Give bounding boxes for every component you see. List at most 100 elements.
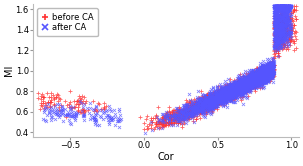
Point bbox=[51, 111, 56, 113]
Point bbox=[248, 78, 252, 81]
Point bbox=[276, 22, 281, 25]
Point bbox=[225, 101, 230, 104]
Point bbox=[248, 79, 253, 82]
Point bbox=[221, 91, 226, 93]
Point bbox=[185, 113, 190, 116]
Point bbox=[266, 68, 271, 71]
Point bbox=[247, 77, 252, 79]
Point bbox=[279, 23, 284, 25]
Point bbox=[221, 94, 226, 96]
Point bbox=[276, 15, 281, 18]
Point bbox=[242, 85, 247, 88]
Point bbox=[215, 97, 219, 99]
Point bbox=[255, 75, 260, 78]
Point bbox=[257, 80, 261, 83]
Point bbox=[164, 122, 168, 124]
Point bbox=[288, 5, 293, 7]
Point bbox=[210, 102, 215, 105]
Point bbox=[191, 111, 195, 113]
Point bbox=[229, 87, 234, 90]
Point bbox=[249, 79, 254, 81]
Point bbox=[197, 104, 202, 107]
Point bbox=[194, 106, 199, 109]
Point bbox=[240, 79, 245, 82]
Point bbox=[75, 105, 80, 108]
Point bbox=[174, 120, 179, 122]
Point bbox=[203, 108, 208, 111]
Point bbox=[185, 106, 189, 109]
Point bbox=[210, 97, 215, 100]
Point bbox=[228, 95, 233, 98]
Point bbox=[257, 73, 261, 76]
Point bbox=[219, 96, 224, 98]
Point bbox=[210, 95, 215, 98]
Point bbox=[243, 79, 248, 81]
Point bbox=[228, 84, 232, 86]
Point bbox=[272, 39, 277, 41]
Point bbox=[184, 113, 188, 116]
Point bbox=[252, 77, 257, 80]
Point bbox=[189, 107, 194, 110]
Point bbox=[216, 100, 221, 103]
Point bbox=[207, 96, 212, 99]
Point bbox=[255, 80, 259, 83]
Point bbox=[268, 78, 273, 81]
Point bbox=[224, 92, 228, 95]
Point bbox=[200, 99, 205, 102]
Point bbox=[285, 46, 290, 48]
Point bbox=[270, 65, 275, 68]
Point bbox=[266, 62, 271, 65]
Point bbox=[234, 87, 239, 90]
Point bbox=[60, 108, 65, 111]
Point bbox=[205, 101, 209, 104]
Point bbox=[163, 116, 168, 119]
Point bbox=[293, 17, 298, 20]
Point bbox=[260, 62, 265, 65]
Point bbox=[263, 73, 268, 76]
Point bbox=[270, 64, 275, 66]
Point bbox=[276, 35, 281, 38]
Point bbox=[212, 95, 217, 98]
Point bbox=[257, 80, 262, 82]
Point bbox=[256, 76, 261, 79]
Point bbox=[238, 84, 242, 86]
Point bbox=[180, 112, 185, 115]
Point bbox=[251, 74, 256, 77]
Point bbox=[265, 67, 270, 70]
Point bbox=[249, 79, 254, 82]
Point bbox=[286, 42, 291, 45]
Point bbox=[274, 41, 278, 43]
Point bbox=[170, 114, 175, 117]
Point bbox=[244, 80, 249, 83]
Point bbox=[284, 24, 289, 27]
Point bbox=[250, 81, 255, 83]
Point bbox=[212, 98, 217, 100]
Point bbox=[270, 68, 275, 71]
Point bbox=[163, 116, 168, 118]
Point bbox=[270, 69, 275, 72]
Point bbox=[220, 90, 225, 93]
Point bbox=[255, 80, 260, 82]
Point bbox=[279, 5, 284, 7]
Point bbox=[256, 74, 261, 77]
Point bbox=[191, 109, 196, 111]
Point bbox=[273, 29, 278, 31]
Point bbox=[247, 83, 251, 86]
Point bbox=[68, 123, 73, 125]
Point bbox=[284, 32, 289, 35]
Point bbox=[228, 92, 233, 94]
Point bbox=[38, 104, 43, 107]
Point bbox=[269, 77, 274, 79]
Point bbox=[269, 73, 274, 76]
Point bbox=[52, 97, 57, 100]
Point bbox=[84, 100, 88, 102]
Point bbox=[181, 111, 186, 114]
Point bbox=[246, 83, 251, 85]
Point bbox=[273, 5, 278, 7]
Point bbox=[109, 117, 114, 119]
Point bbox=[277, 27, 282, 29]
Point bbox=[230, 84, 235, 87]
Point bbox=[194, 101, 199, 103]
Point bbox=[225, 89, 229, 92]
Point bbox=[236, 88, 241, 91]
